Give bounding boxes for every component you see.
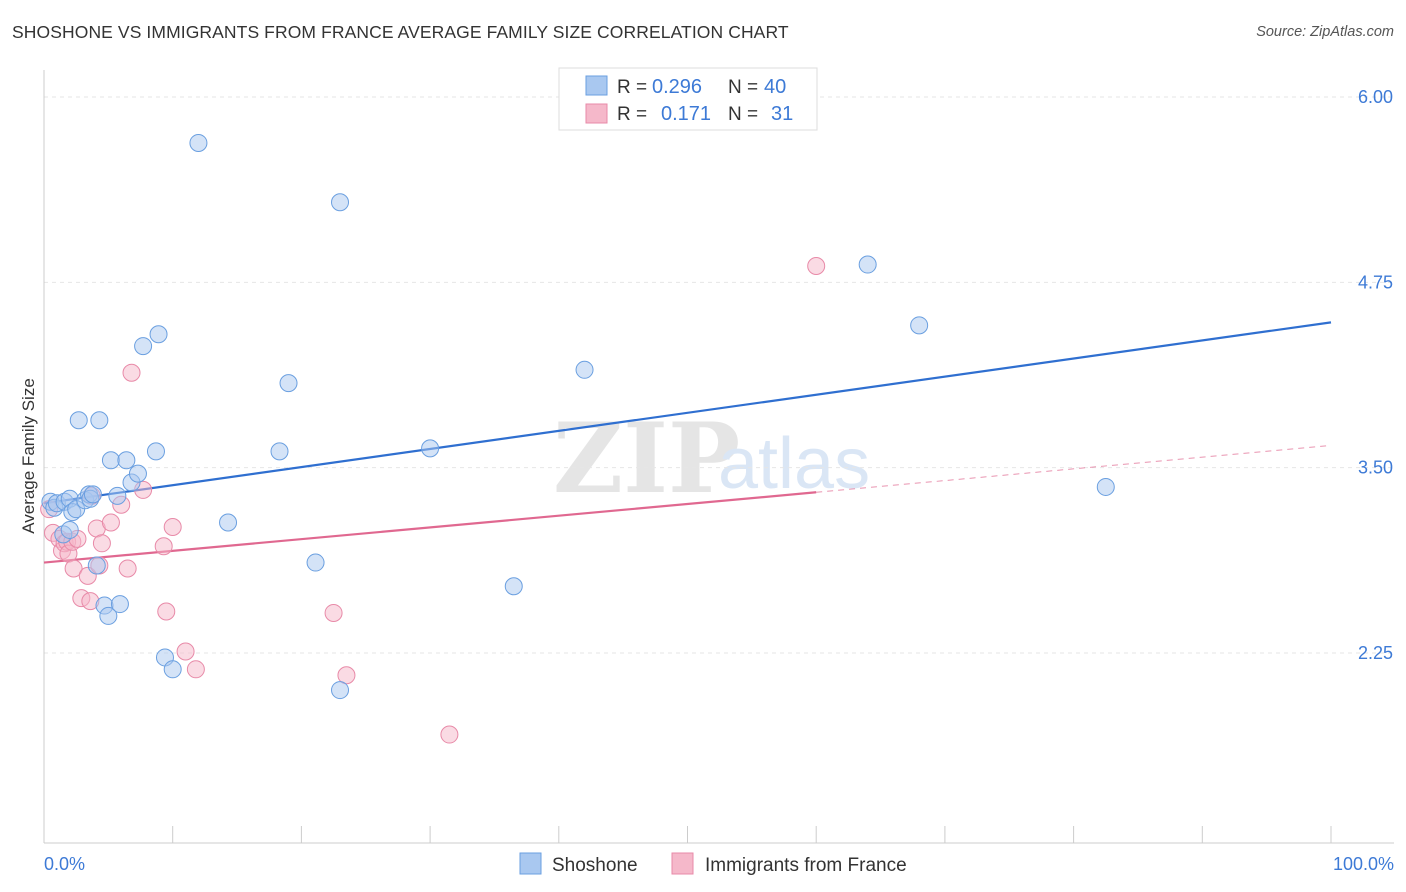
trend-line <box>43 321 1332 505</box>
data-point <box>189 133 208 152</box>
data-point <box>134 337 153 356</box>
legend-r-label-2: R = <box>617 104 647 125</box>
y-tick-label: 2.25 <box>1358 643 1393 663</box>
data-point <box>219 513 238 532</box>
legend-swatch-france <box>585 103 608 124</box>
y-tick-label: 4.75 <box>1358 272 1393 292</box>
data-point <box>186 660 205 679</box>
data-point <box>157 602 176 621</box>
watermark: ZIP atlas <box>553 402 870 515</box>
data-point <box>146 442 165 461</box>
data-point <box>163 517 182 536</box>
data-point <box>154 537 173 556</box>
data-point <box>163 660 182 679</box>
data-point <box>279 374 298 393</box>
data-point <box>331 681 350 700</box>
watermark-atlas: atlas <box>718 424 870 504</box>
data-point <box>807 257 826 276</box>
data-point <box>128 464 147 483</box>
data-point <box>83 485 102 504</box>
trend-lines <box>43 321 1332 564</box>
data-point <box>575 360 594 379</box>
watermark-zip: ZIP <box>553 402 740 515</box>
data-points <box>40 133 1115 744</box>
y-tick-label: 6.00 <box>1358 87 1393 107</box>
legend-r-value-1: 0.296 <box>652 76 702 98</box>
legend-n-label-1: N = <box>728 77 758 98</box>
data-point <box>858 255 877 274</box>
data-point <box>99 606 118 625</box>
data-point <box>122 363 141 382</box>
data-point <box>108 486 127 505</box>
data-point <box>504 577 523 596</box>
data-point <box>270 442 289 461</box>
data-point <box>110 595 129 614</box>
axes: 2.25 3.50 4.75 6.00 <box>43 70 1394 844</box>
bottom-legend-swatch-france <box>671 852 694 875</box>
data-point <box>421 439 440 458</box>
data-point <box>324 603 343 622</box>
data-point <box>337 666 356 685</box>
data-point <box>149 325 168 344</box>
bottom-legend-swatch-shoshone <box>519 852 542 875</box>
data-point <box>1096 477 1115 496</box>
legend-n-value-2: 31 <box>771 103 793 125</box>
y-axis-title: Average Family Size <box>19 378 38 534</box>
gridlines <box>44 96 1394 654</box>
data-point <box>440 725 459 744</box>
data-point <box>101 513 120 532</box>
data-point <box>910 316 929 335</box>
legend-r-label-1: R = <box>617 77 647 98</box>
legend-swatch-shoshone <box>585 75 608 96</box>
legend-n-value-1: 40 <box>764 76 786 98</box>
data-point <box>69 411 88 430</box>
x-tick-label-min: 0.0% <box>44 854 85 874</box>
data-point <box>90 411 109 430</box>
data-point <box>331 193 350 212</box>
data-point <box>64 559 83 578</box>
bottom-legend-label-shoshone: Shoshone <box>552 855 638 876</box>
data-point <box>60 520 79 539</box>
y-tick-label: 3.50 <box>1358 458 1393 478</box>
data-point <box>117 451 136 470</box>
source-credit: Source: ZipAtlas.com <box>1256 24 1394 40</box>
x-tick-label-max: 100.0% <box>1333 854 1394 874</box>
data-point <box>101 451 120 470</box>
legend-r-value-2: 0.171 <box>661 103 711 125</box>
data-point <box>176 642 195 661</box>
trend-line-extension <box>816 444 1332 493</box>
bottom-legend: Shoshone Immigrants from France <box>519 852 907 876</box>
trend-line <box>43 491 817 564</box>
data-point <box>87 556 106 575</box>
legend-n-label-2: N = <box>728 104 758 125</box>
data-point <box>118 559 137 578</box>
legend: R = 0.296 N = 40 R = 0.171 N = 31 <box>558 67 818 131</box>
data-point <box>306 553 325 572</box>
bottom-legend-label-france: Immigrants from France <box>705 855 907 876</box>
chart-title: SHOSHONE VS IMMIGRANTS FROM FRANCE AVERA… <box>12 22 789 42</box>
data-point <box>92 534 111 553</box>
